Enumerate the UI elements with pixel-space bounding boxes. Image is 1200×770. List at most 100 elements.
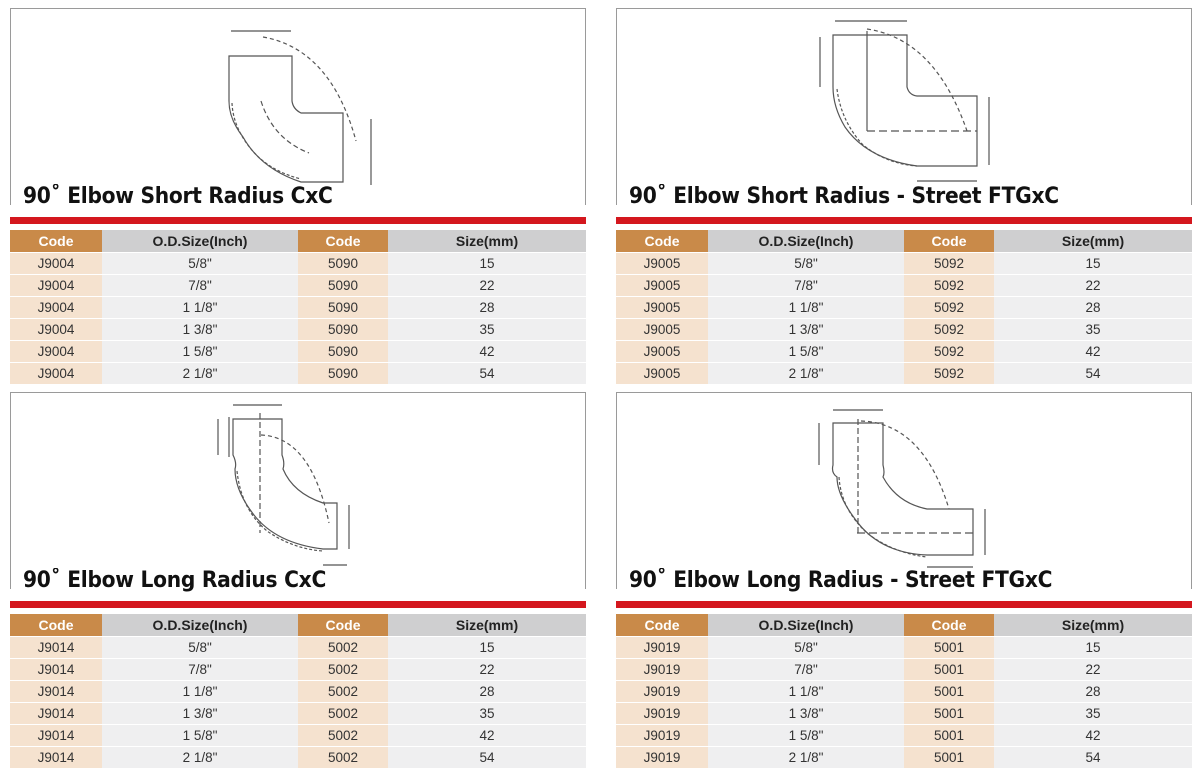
- header-code-2: Code: [298, 614, 388, 637]
- cell-inch: 1 3/8": [708, 702, 904, 725]
- cell-code: J9004: [10, 296, 102, 319]
- header-code-2: Code: [904, 230, 994, 253]
- cell-code-2: 5002: [298, 680, 388, 703]
- cell-mm: 35: [388, 702, 586, 725]
- cell-mm: 42: [994, 340, 1192, 363]
- cell-inch: 7/8": [708, 658, 904, 681]
- table-row: J9004 5/8" 5090 15: [10, 252, 586, 275]
- table-row: J9005 7/8" 5092 22: [616, 274, 1192, 297]
- cell-code-2: 5092: [904, 318, 994, 341]
- cell-code: J9005: [616, 362, 708, 384]
- red-divider-bar: [616, 217, 1192, 224]
- cell-inch: 1 5/8": [708, 340, 904, 363]
- cell-inch: 1 5/8": [102, 724, 298, 747]
- cell-mm: 28: [388, 680, 586, 703]
- cell-inch: 1 3/8": [102, 318, 298, 341]
- cell-code: J9014: [10, 724, 102, 747]
- cell-mm: 35: [994, 318, 1192, 341]
- cell-mm: 42: [388, 724, 586, 747]
- diagram-box: 90˚ Elbow Short Radius CxC: [10, 8, 586, 209]
- header-code: Code: [10, 614, 102, 637]
- cell-mm: 22: [388, 658, 586, 681]
- cell-code: J9004: [10, 362, 102, 384]
- header-size-mm: Size(mm): [994, 614, 1192, 637]
- cell-inch: 1 3/8": [708, 318, 904, 341]
- elbow-long-radius-diagram-icon: [217, 404, 350, 566]
- cell-code: J9004: [10, 318, 102, 341]
- cell-inch: 1 1/8": [102, 296, 298, 319]
- table-row: J9005 1 3/8" 5092 35: [616, 318, 1192, 341]
- header-od-size-inch: O.D.Size(Inch): [708, 230, 904, 253]
- cell-mm: 54: [994, 746, 1192, 768]
- table-row: J9014 1 1/8" 5002 28: [10, 680, 586, 703]
- cell-mm: 22: [994, 274, 1192, 297]
- table-row: J9004 1 1/8" 5090 28: [10, 296, 586, 319]
- cell-inch: 1 1/8": [708, 296, 904, 319]
- cell-code-2: 5090: [298, 318, 388, 341]
- table-row: J9019 1 3/8" 5001 35: [616, 702, 1192, 725]
- cell-code: J9019: [616, 746, 708, 768]
- cell-code-2: 5090: [298, 296, 388, 319]
- table-header-row: Code O.D.Size(Inch) Code Size(mm): [10, 614, 586, 637]
- cell-mm: 42: [994, 724, 1192, 747]
- cell-code: J9005: [616, 252, 708, 275]
- diagram-box: 90˚ Elbow Long Radius CxC: [10, 392, 586, 593]
- cell-mm: 54: [388, 362, 586, 384]
- table-row: J9005 1 1/8" 5092 28: [616, 296, 1192, 319]
- cell-code: J9019: [616, 724, 708, 747]
- cell-code-2: 5092: [904, 274, 994, 297]
- cell-inch: 5/8": [102, 252, 298, 275]
- cell-code: J9005: [616, 296, 708, 319]
- cell-code-2: 5090: [298, 274, 388, 297]
- table-row: J9014 1 5/8" 5002 42: [10, 724, 586, 747]
- diagram-box: 90˚ Elbow Short Radius - Street FTGxC: [616, 8, 1192, 209]
- size-table: Code O.D.Size(Inch) Code Size(mm) J9014 5…: [10, 614, 586, 768]
- cell-mm: 28: [388, 296, 586, 319]
- cell-inch: 2 1/8": [102, 362, 298, 384]
- cell-code: J9014: [10, 702, 102, 725]
- cell-inch: 1 1/8": [102, 680, 298, 703]
- table-row: J9005 2 1/8" 5092 54: [616, 362, 1192, 384]
- cell-code: J9014: [10, 658, 102, 681]
- table-row: J9019 5/8" 5001 15: [616, 636, 1192, 659]
- table-row: J9019 2 1/8" 5001 54: [616, 746, 1192, 768]
- cell-code: J9005: [616, 274, 708, 297]
- cell-inch: 2 1/8": [708, 362, 904, 384]
- cell-code-2: 5001: [904, 680, 994, 703]
- cell-code-2: 5002: [298, 746, 388, 768]
- table-header-row: Code O.D.Size(Inch) Code Size(mm): [10, 230, 586, 253]
- cell-inch: 2 1/8": [102, 746, 298, 768]
- size-table: Code O.D.Size(Inch) Code Size(mm) J9004 5…: [10, 230, 586, 384]
- header-size-mm: Size(mm): [388, 614, 586, 637]
- table-row: J9005 1 5/8" 5092 42: [616, 340, 1192, 363]
- elbow-short-radius-diagram-icon: [228, 30, 372, 185]
- cell-code: J9005: [616, 340, 708, 363]
- cell-code: J9019: [616, 702, 708, 725]
- cell-code-2: 5002: [298, 658, 388, 681]
- table-header-row: Code O.D.Size(Inch) Code Size(mm): [616, 230, 1192, 253]
- cell-inch: 5/8": [708, 636, 904, 659]
- cell-inch: 1 1/8": [708, 680, 904, 703]
- cell-code: J9004: [10, 274, 102, 297]
- header-od-size-inch: O.D.Size(Inch): [102, 614, 298, 637]
- diagram-box: 90˚ Elbow Long Radius - Street FTGxC: [616, 392, 1192, 593]
- table-row: J9005 5/8" 5092 15: [616, 252, 1192, 275]
- cell-code-2: 5090: [298, 362, 388, 384]
- panel-title: 90˚ Elbow Long Radius - Street FTGxC: [629, 568, 1053, 593]
- cell-inch: 2 1/8": [708, 746, 904, 768]
- cell-code: J9019: [616, 658, 708, 681]
- header-code-2: Code: [298, 230, 388, 253]
- cell-code: J9014: [10, 636, 102, 659]
- cell-mm: 15: [388, 252, 586, 275]
- header-od-size-inch: O.D.Size(Inch): [708, 614, 904, 637]
- cell-code-2: 5001: [904, 702, 994, 725]
- cell-mm: 22: [994, 658, 1192, 681]
- table-row: J9004 7/8" 5090 22: [10, 274, 586, 297]
- header-code: Code: [616, 614, 708, 637]
- cell-code-2: 5001: [904, 658, 994, 681]
- cell-mm: 28: [994, 296, 1192, 319]
- cell-code-2: 5002: [298, 636, 388, 659]
- cell-code-2: 5092: [904, 362, 994, 384]
- cell-code: J9004: [10, 340, 102, 363]
- cell-code-2: 5090: [298, 340, 388, 363]
